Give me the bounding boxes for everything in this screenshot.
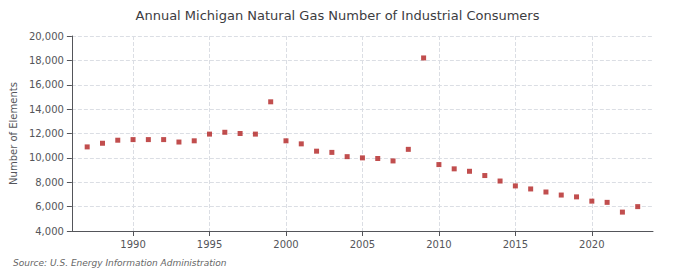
svg-text:10,000: 10,000	[29, 152, 64, 163]
svg-text:1990: 1990	[120, 239, 145, 250]
svg-text:2010: 2010	[426, 239, 451, 250]
svg-text:1995: 1995	[197, 239, 222, 250]
svg-text:2015: 2015	[503, 239, 528, 250]
svg-text:6,000: 6,000	[35, 201, 64, 212]
svg-text:Annual Michigan Natural Gas Nu: Annual Michigan Natural Gas Number of In…	[136, 8, 540, 23]
svg-text:4,000: 4,000	[35, 226, 64, 237]
svg-text:Number of Elements: Number of Elements	[8, 82, 19, 185]
svg-text:16,000: 16,000	[29, 79, 64, 90]
svg-text:18,000: 18,000	[29, 55, 64, 66]
svg-text:8,000: 8,000	[35, 177, 64, 188]
svg-text:2005: 2005	[350, 239, 375, 250]
svg-text:20,000: 20,000	[29, 31, 64, 42]
svg-text:12,000: 12,000	[29, 128, 64, 139]
svg-text:Source: U.S. Energy Informatio: Source: U.S. Energy Information Administ…	[13, 258, 227, 268]
svg-text:2020: 2020	[579, 239, 604, 250]
svg-text:2000: 2000	[273, 239, 298, 250]
svg-text:14,000: 14,000	[29, 104, 64, 115]
